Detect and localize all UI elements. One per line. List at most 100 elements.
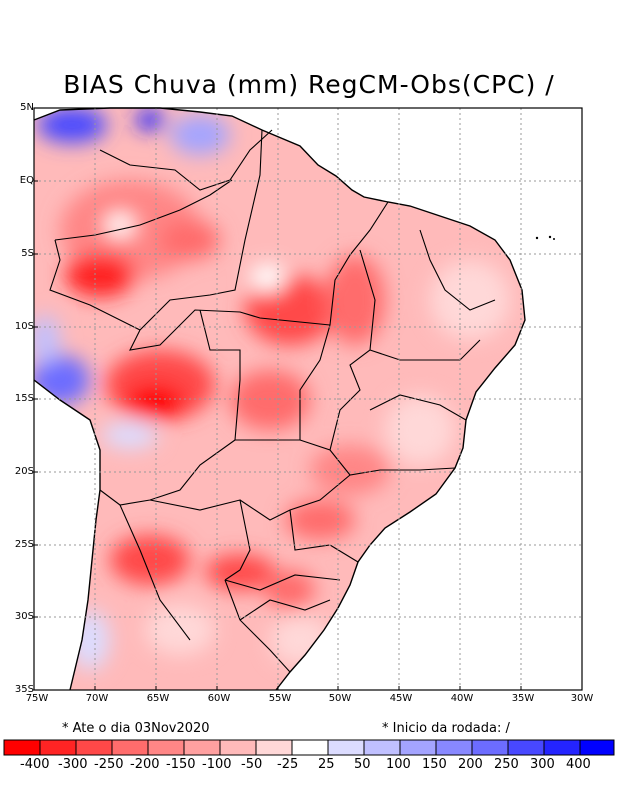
bias-blob [135,110,165,130]
border-line [129,309,331,351]
colorbar [3,739,615,756]
colorbar-label: -250 [94,757,124,772]
colorbar-box [75,739,113,756]
colorbar-label: 300 [530,757,555,772]
border-line [139,129,263,331]
colorbar-box [327,739,365,756]
lat-label: 15S [14,393,34,404]
colorbar-box [399,739,437,756]
colorbar-box [255,739,293,756]
bias-blob [205,554,275,590]
colorbar-label: 100 [386,757,411,772]
colorbar-box [363,739,401,756]
lat-label: 10S [14,321,34,332]
lat-label: 30S [14,611,34,622]
border-line [235,324,331,441]
colorbar-box [219,739,257,756]
bias-blob [250,264,286,292]
bias-blob [125,384,185,420]
border-line [289,509,359,563]
colorbar-box [39,739,77,756]
chart-title: BIAS Chuva (mm) RegCM-Obs(CPC) / [63,70,555,99]
colorbar-label: 50 [354,757,371,772]
border-line [54,179,233,241]
pacific-coastline [33,379,101,691]
ticks [34,107,522,690]
lon-label: 75W [25,693,49,704]
border-line [119,504,191,641]
lon-label: 70W [85,693,109,704]
bias-blob [105,213,135,237]
bias-blob [145,605,215,655]
colorbar-label: 250 [494,757,519,772]
islands [535,235,555,240]
bias-blob [65,253,135,297]
island [548,235,552,239]
colorbar-box [183,739,221,756]
colorbar-label: -200 [130,757,160,772]
border-line [149,499,251,581]
border-line [224,574,341,591]
lon-label: 65W [146,693,170,704]
colorbar-label: 400 [566,757,591,772]
bias-blob [170,115,230,155]
bias-blob [310,445,390,495]
lat-label: 5S [21,248,34,259]
run-start-note: * Inicio da rodada: / [382,721,510,736]
border-line [369,339,481,361]
bias-blob [230,370,310,430]
colorbar-box [291,739,329,756]
border-line [99,439,236,506]
lat-label: 5N [20,102,34,113]
colorbar-label: 150 [422,757,447,772]
border-line [224,579,291,673]
bias-blob [325,255,385,345]
colorbar-box [471,739,509,756]
colorbar-label: -400 [20,757,50,772]
border-line [239,599,331,621]
lon-label: 40W [450,693,474,704]
bias-blob [385,395,455,465]
colorbar-label: -25 [277,757,299,772]
island [553,238,555,240]
lon-label: 45W [389,693,413,704]
border-line [49,239,141,331]
lon-label: 50W [328,693,352,704]
border-line [99,129,273,191]
colorbar-box [147,739,185,756]
lat-label: 25S [14,539,34,550]
lon-label: 55W [268,693,292,704]
lat-label: EQ [19,175,34,186]
border-line [329,201,389,326]
colorbar-box [507,739,545,756]
colorbar-label: -150 [166,757,196,772]
colorbar-label: -300 [58,757,88,772]
borders [49,129,496,673]
colorbar-box [435,739,473,756]
bias-blob [110,535,190,585]
lon-label: 30W [570,693,594,704]
colorbar-label: 25 [318,757,335,772]
bias-blob [160,220,220,260]
bias-blob [285,500,355,540]
colorbar-box [543,739,581,756]
colorbar-label: -100 [202,757,232,772]
border-line [199,309,241,441]
border-line [329,249,376,451]
lon-label: 60W [207,693,231,704]
colorbar-label: -50 [241,757,263,772]
run-end-note: * Ate o dia 03Nov2020 [62,721,210,736]
colorbar-box [111,739,149,756]
colorbar-box [579,739,615,756]
lon-label: 35W [511,693,535,704]
bias-blob [245,275,335,345]
lat-label: 35S [14,684,34,695]
border-line [419,229,496,311]
map-frame [33,107,583,691]
bias-blob [102,421,158,449]
island [535,236,539,240]
bias-blob [37,108,107,143]
colorbar-label: 200 [458,757,483,772]
colorbar-box [3,739,41,756]
lat-label: 20S [14,466,34,477]
